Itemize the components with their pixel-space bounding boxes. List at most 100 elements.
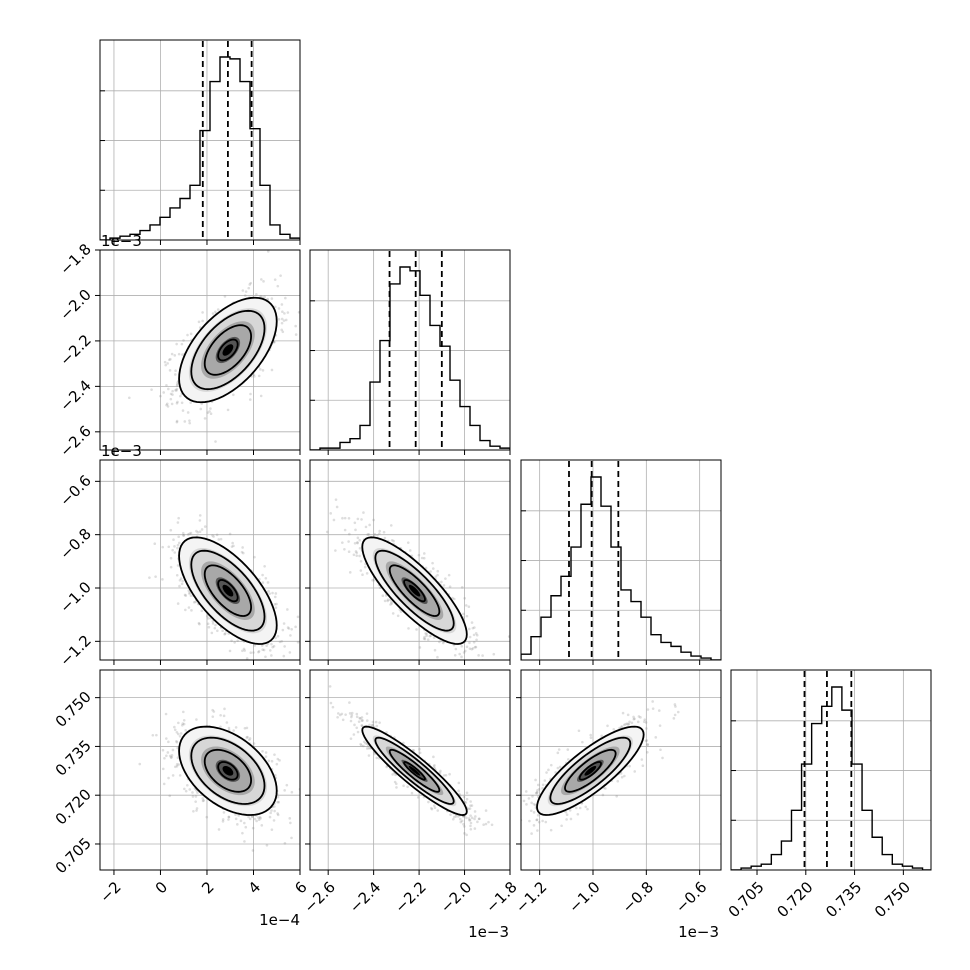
sample-point xyxy=(181,353,184,356)
sample-point xyxy=(188,591,191,594)
sample-point xyxy=(458,652,461,656)
sample-point xyxy=(468,641,471,645)
sample-point xyxy=(221,820,225,823)
sample-point xyxy=(436,573,439,577)
sample-point xyxy=(294,324,297,328)
sample-point xyxy=(188,532,191,535)
sample-point xyxy=(186,411,190,414)
sample-point xyxy=(281,628,285,632)
sample-point xyxy=(211,708,214,712)
sample-point xyxy=(237,814,240,817)
grid-lines xyxy=(310,250,511,450)
panel-frame xyxy=(309,459,511,661)
sample-point xyxy=(177,541,181,545)
sample-point xyxy=(399,610,403,613)
sample-point xyxy=(165,402,169,406)
sample-point xyxy=(276,634,280,638)
sample-point xyxy=(287,627,291,630)
sample-point xyxy=(188,419,191,422)
sample-point xyxy=(270,368,274,372)
sample-point xyxy=(389,603,392,606)
sample-point xyxy=(245,657,249,660)
sample-point xyxy=(384,594,388,597)
sample-point xyxy=(468,818,472,822)
sample-point xyxy=(367,533,371,536)
sample-point xyxy=(243,294,247,297)
panel-frame xyxy=(99,459,301,661)
sample-point xyxy=(240,550,244,554)
sample-point xyxy=(246,735,249,739)
sample-point xyxy=(210,631,214,635)
histogram-body xyxy=(100,41,300,240)
sample-point xyxy=(164,363,168,367)
sample-point xyxy=(267,759,271,763)
sample-point xyxy=(276,812,279,815)
sample-point xyxy=(138,762,142,766)
y-tick-label: 0.750 xyxy=(52,688,95,731)
sample-point xyxy=(194,795,198,798)
sample-point xyxy=(170,402,174,406)
sample-point xyxy=(290,790,294,794)
sample-point xyxy=(257,649,261,653)
contour-4 xyxy=(217,579,239,603)
sample-point xyxy=(224,632,227,635)
sample-point xyxy=(221,818,225,821)
sample-point xyxy=(492,652,496,656)
sample-point xyxy=(402,784,405,788)
histogram-panel-1 xyxy=(99,39,301,245)
sample-point xyxy=(188,788,192,791)
sample-point xyxy=(162,391,165,394)
sample-point xyxy=(150,388,153,391)
sample-point xyxy=(168,794,172,798)
sample-point xyxy=(171,389,174,393)
joint-panel-3-2 xyxy=(305,459,511,665)
sample-point xyxy=(241,551,245,555)
sample-point xyxy=(205,815,209,819)
sample-point xyxy=(174,389,177,392)
sample-point xyxy=(447,573,451,577)
sample-point xyxy=(174,765,177,769)
sample-point xyxy=(195,718,198,721)
sample-point xyxy=(289,634,292,637)
sample-point xyxy=(276,757,280,761)
sample-point xyxy=(343,516,347,520)
sample-point xyxy=(273,805,276,808)
sample-point xyxy=(173,551,177,554)
contour-2 xyxy=(190,309,266,391)
density-peak xyxy=(222,344,234,356)
sample-point xyxy=(175,573,179,577)
sample-point xyxy=(460,655,463,659)
sample-point xyxy=(166,405,170,408)
sample-point xyxy=(431,567,435,570)
sample-point xyxy=(273,603,277,606)
sample-point xyxy=(243,649,247,652)
sample-point xyxy=(270,654,273,657)
sample-point xyxy=(359,559,363,563)
sample-point xyxy=(198,514,202,517)
sample-point xyxy=(175,384,179,387)
sample-point xyxy=(148,576,151,579)
sample-point xyxy=(277,307,281,310)
sample-point xyxy=(181,710,185,714)
sample-point xyxy=(463,649,467,653)
sample-point xyxy=(187,606,191,609)
sample-point xyxy=(164,712,168,716)
sample-point xyxy=(284,296,287,300)
sample-point xyxy=(406,541,410,544)
sample-point xyxy=(259,394,263,398)
x-tick-label: 0.735 xyxy=(822,878,865,921)
sample-point xyxy=(175,420,179,424)
sample-point xyxy=(258,665,261,668)
joint-body xyxy=(138,707,300,852)
sample-point xyxy=(175,389,178,392)
sample-point xyxy=(261,749,264,753)
sample-point xyxy=(416,796,420,799)
sample-point xyxy=(171,748,175,752)
sample-point xyxy=(211,534,214,537)
sample-point xyxy=(276,800,279,804)
sample-point xyxy=(173,354,177,357)
sample-point xyxy=(475,633,479,637)
sample-point xyxy=(211,715,215,718)
panel-frame xyxy=(99,39,301,241)
sample-point xyxy=(214,440,217,443)
